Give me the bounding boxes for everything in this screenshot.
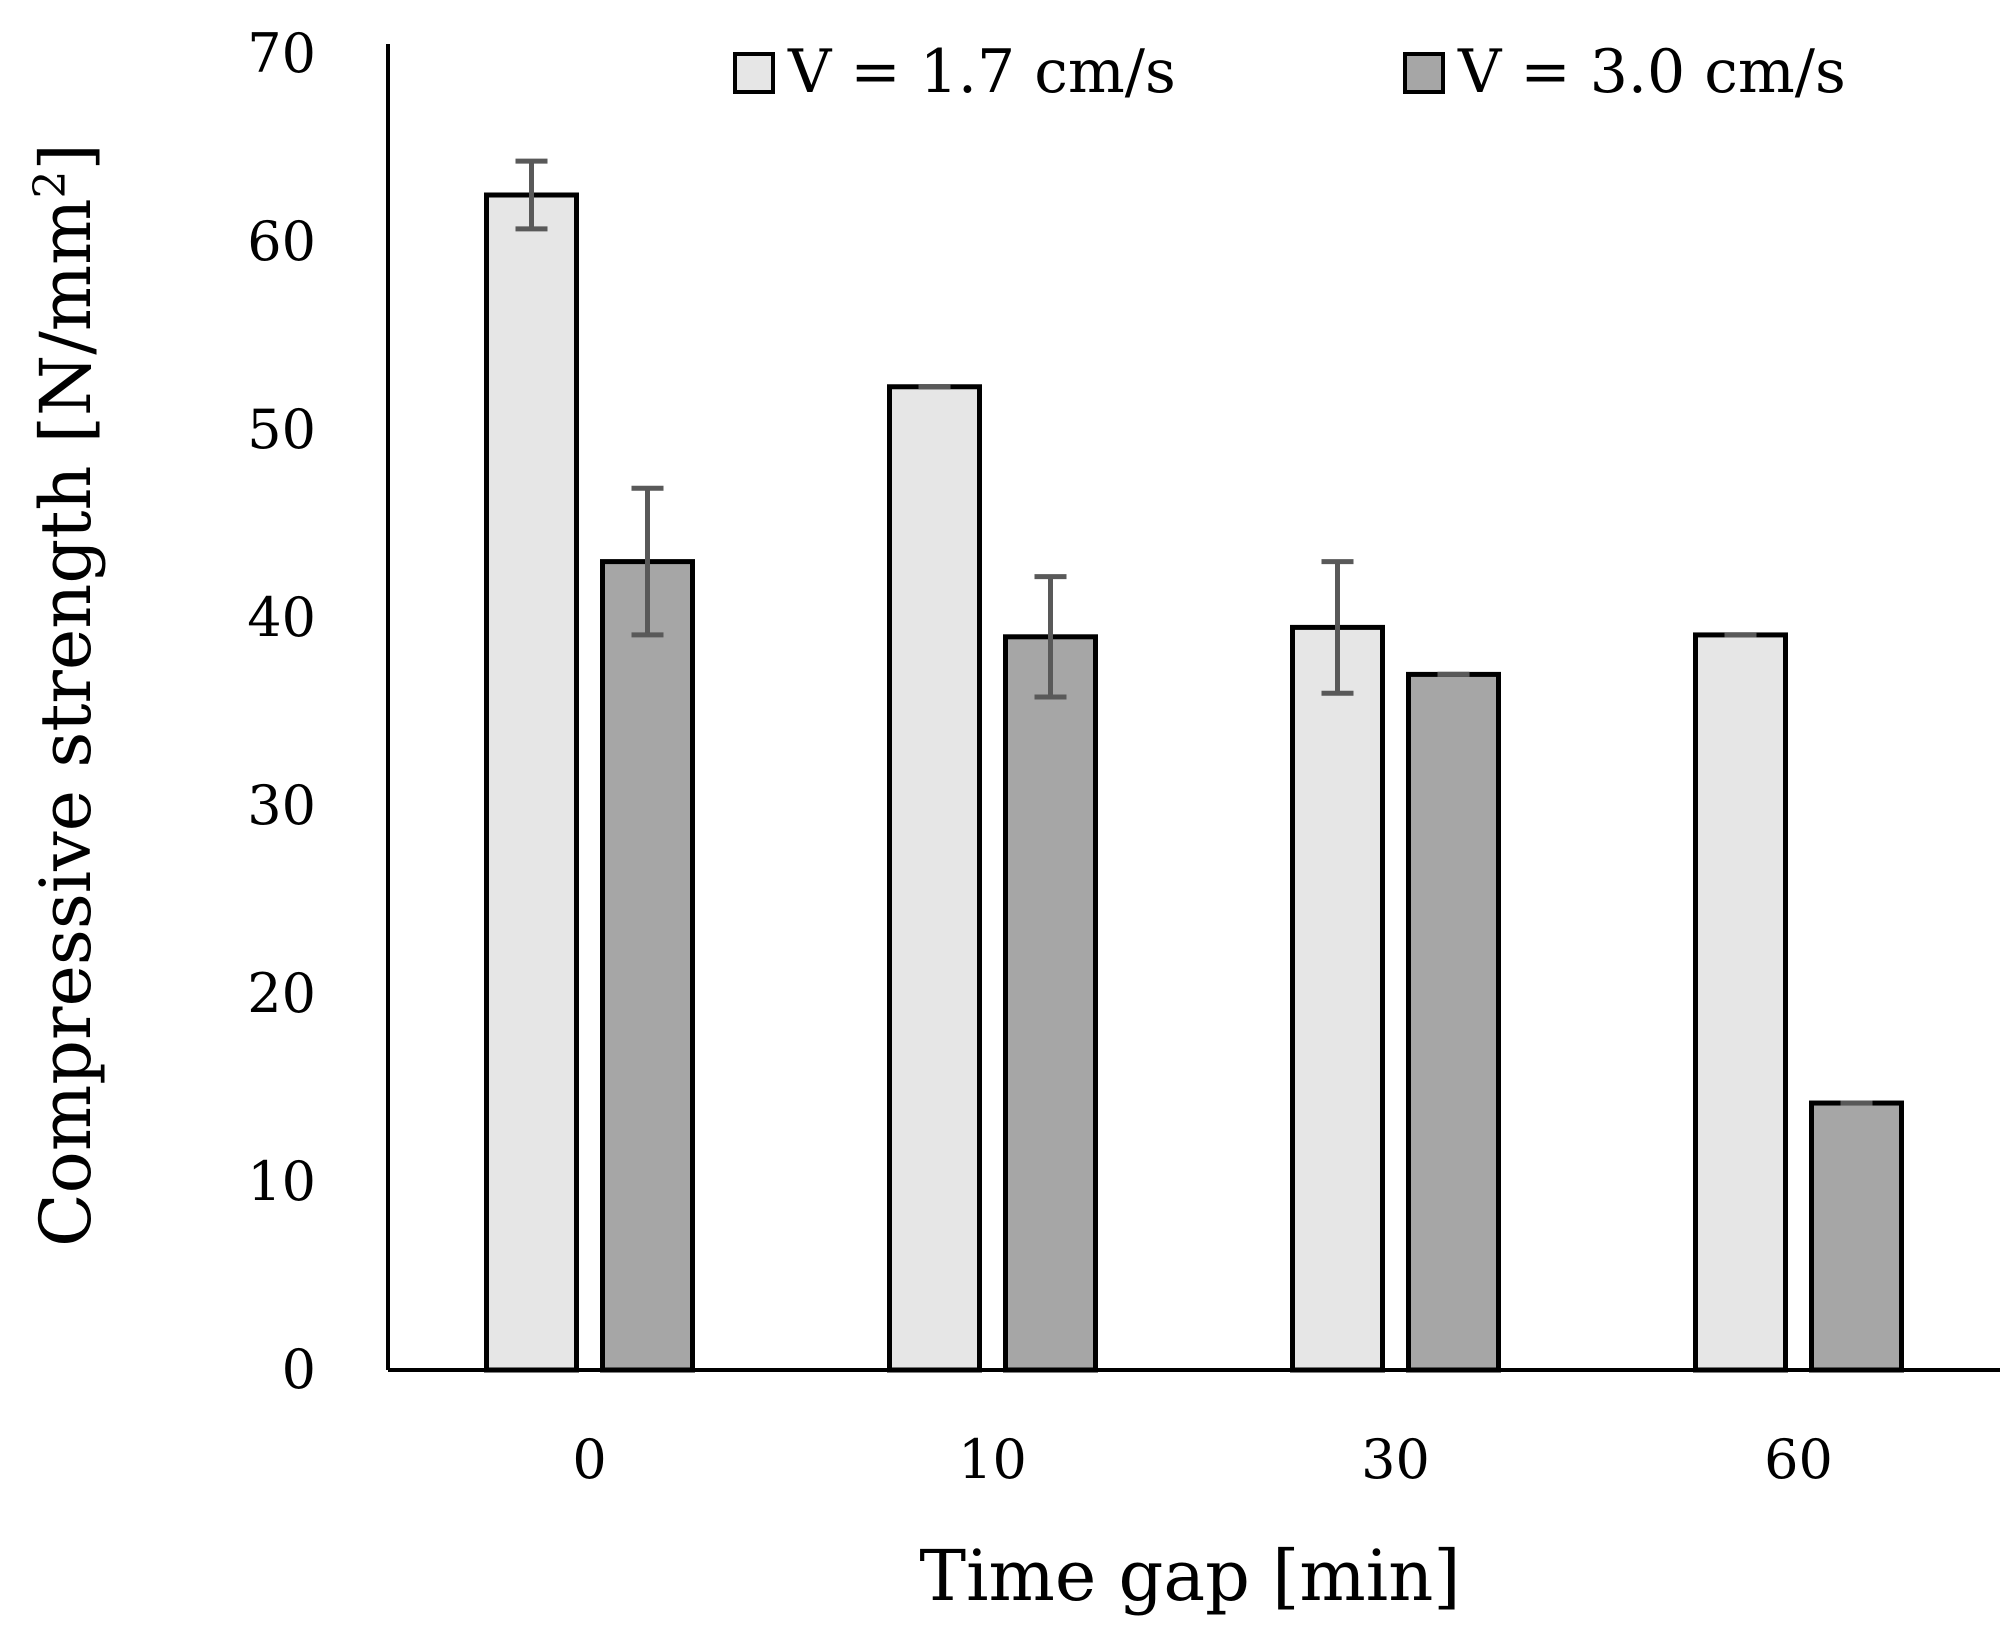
x-tick-label-0: 0: [572, 1428, 606, 1491]
y-axis-title-sup: 2: [25, 170, 76, 198]
bar-v17-30: [1290, 624, 1385, 1373]
y-tick-label-30: 30: [247, 774, 316, 837]
legend: V = 1.7 cm/s V = 3.0 cm/s: [733, 37, 1846, 107]
y-axis-title-main: Compressive strength [N/mm: [25, 198, 107, 1246]
y-tick-label-50: 50: [247, 398, 316, 461]
bar-v17-0: [484, 192, 579, 1373]
legend-label-v17: V = 1.7 cm/s: [787, 37, 1176, 107]
y-tick-labels: 0 10 20 30 40 50 60 70: [247, 22, 316, 1401]
error-bar-v17-0: [515, 158, 548, 232]
y-tick-label-10: 10: [247, 1150, 316, 1213]
bar-v17-10: [887, 384, 982, 1373]
bar-v30-0: [600, 559, 695, 1373]
y-tick-label-20: 20: [247, 962, 316, 1025]
y-tick-label-70: 70: [247, 22, 316, 85]
x-tick-label-10: 10: [958, 1428, 1027, 1491]
x-tick-label-60: 60: [1764, 1428, 1833, 1491]
bar-v30-10: [1003, 634, 1098, 1373]
bar-v30-30: [1406, 671, 1501, 1373]
y-tick-label-60: 60: [247, 210, 316, 273]
error-bar-v17-30: [1321, 559, 1354, 696]
bar-v30-60: [1809, 1100, 1904, 1373]
y-axis-title-end: ]: [25, 143, 107, 170]
y-tick-label-40: 40: [247, 586, 316, 649]
x-axis-title: Time gap [min]: [919, 1535, 1460, 1617]
y-tick-label-0: 0: [282, 1338, 316, 1401]
legend-swatch-v17: [733, 52, 775, 94]
error-bar-v30-0: [631, 485, 664, 638]
legend-swatch-v30: [1403, 52, 1445, 94]
legend-label-v30: V = 3.0 cm/s: [1457, 37, 1846, 107]
y-axis-title: Compressive strength [N/mm2]: [25, 143, 108, 1247]
error-bars-layer: [515, 158, 1873, 1106]
bar-v17-60: [1693, 632, 1788, 1373]
error-bar-v30-10: [1034, 574, 1067, 700]
x-tick-label-30: 30: [1361, 1428, 1430, 1491]
bars-layer: [484, 192, 1904, 1373]
x-tick-labels: 0 10 30 60: [572, 1428, 1833, 1491]
